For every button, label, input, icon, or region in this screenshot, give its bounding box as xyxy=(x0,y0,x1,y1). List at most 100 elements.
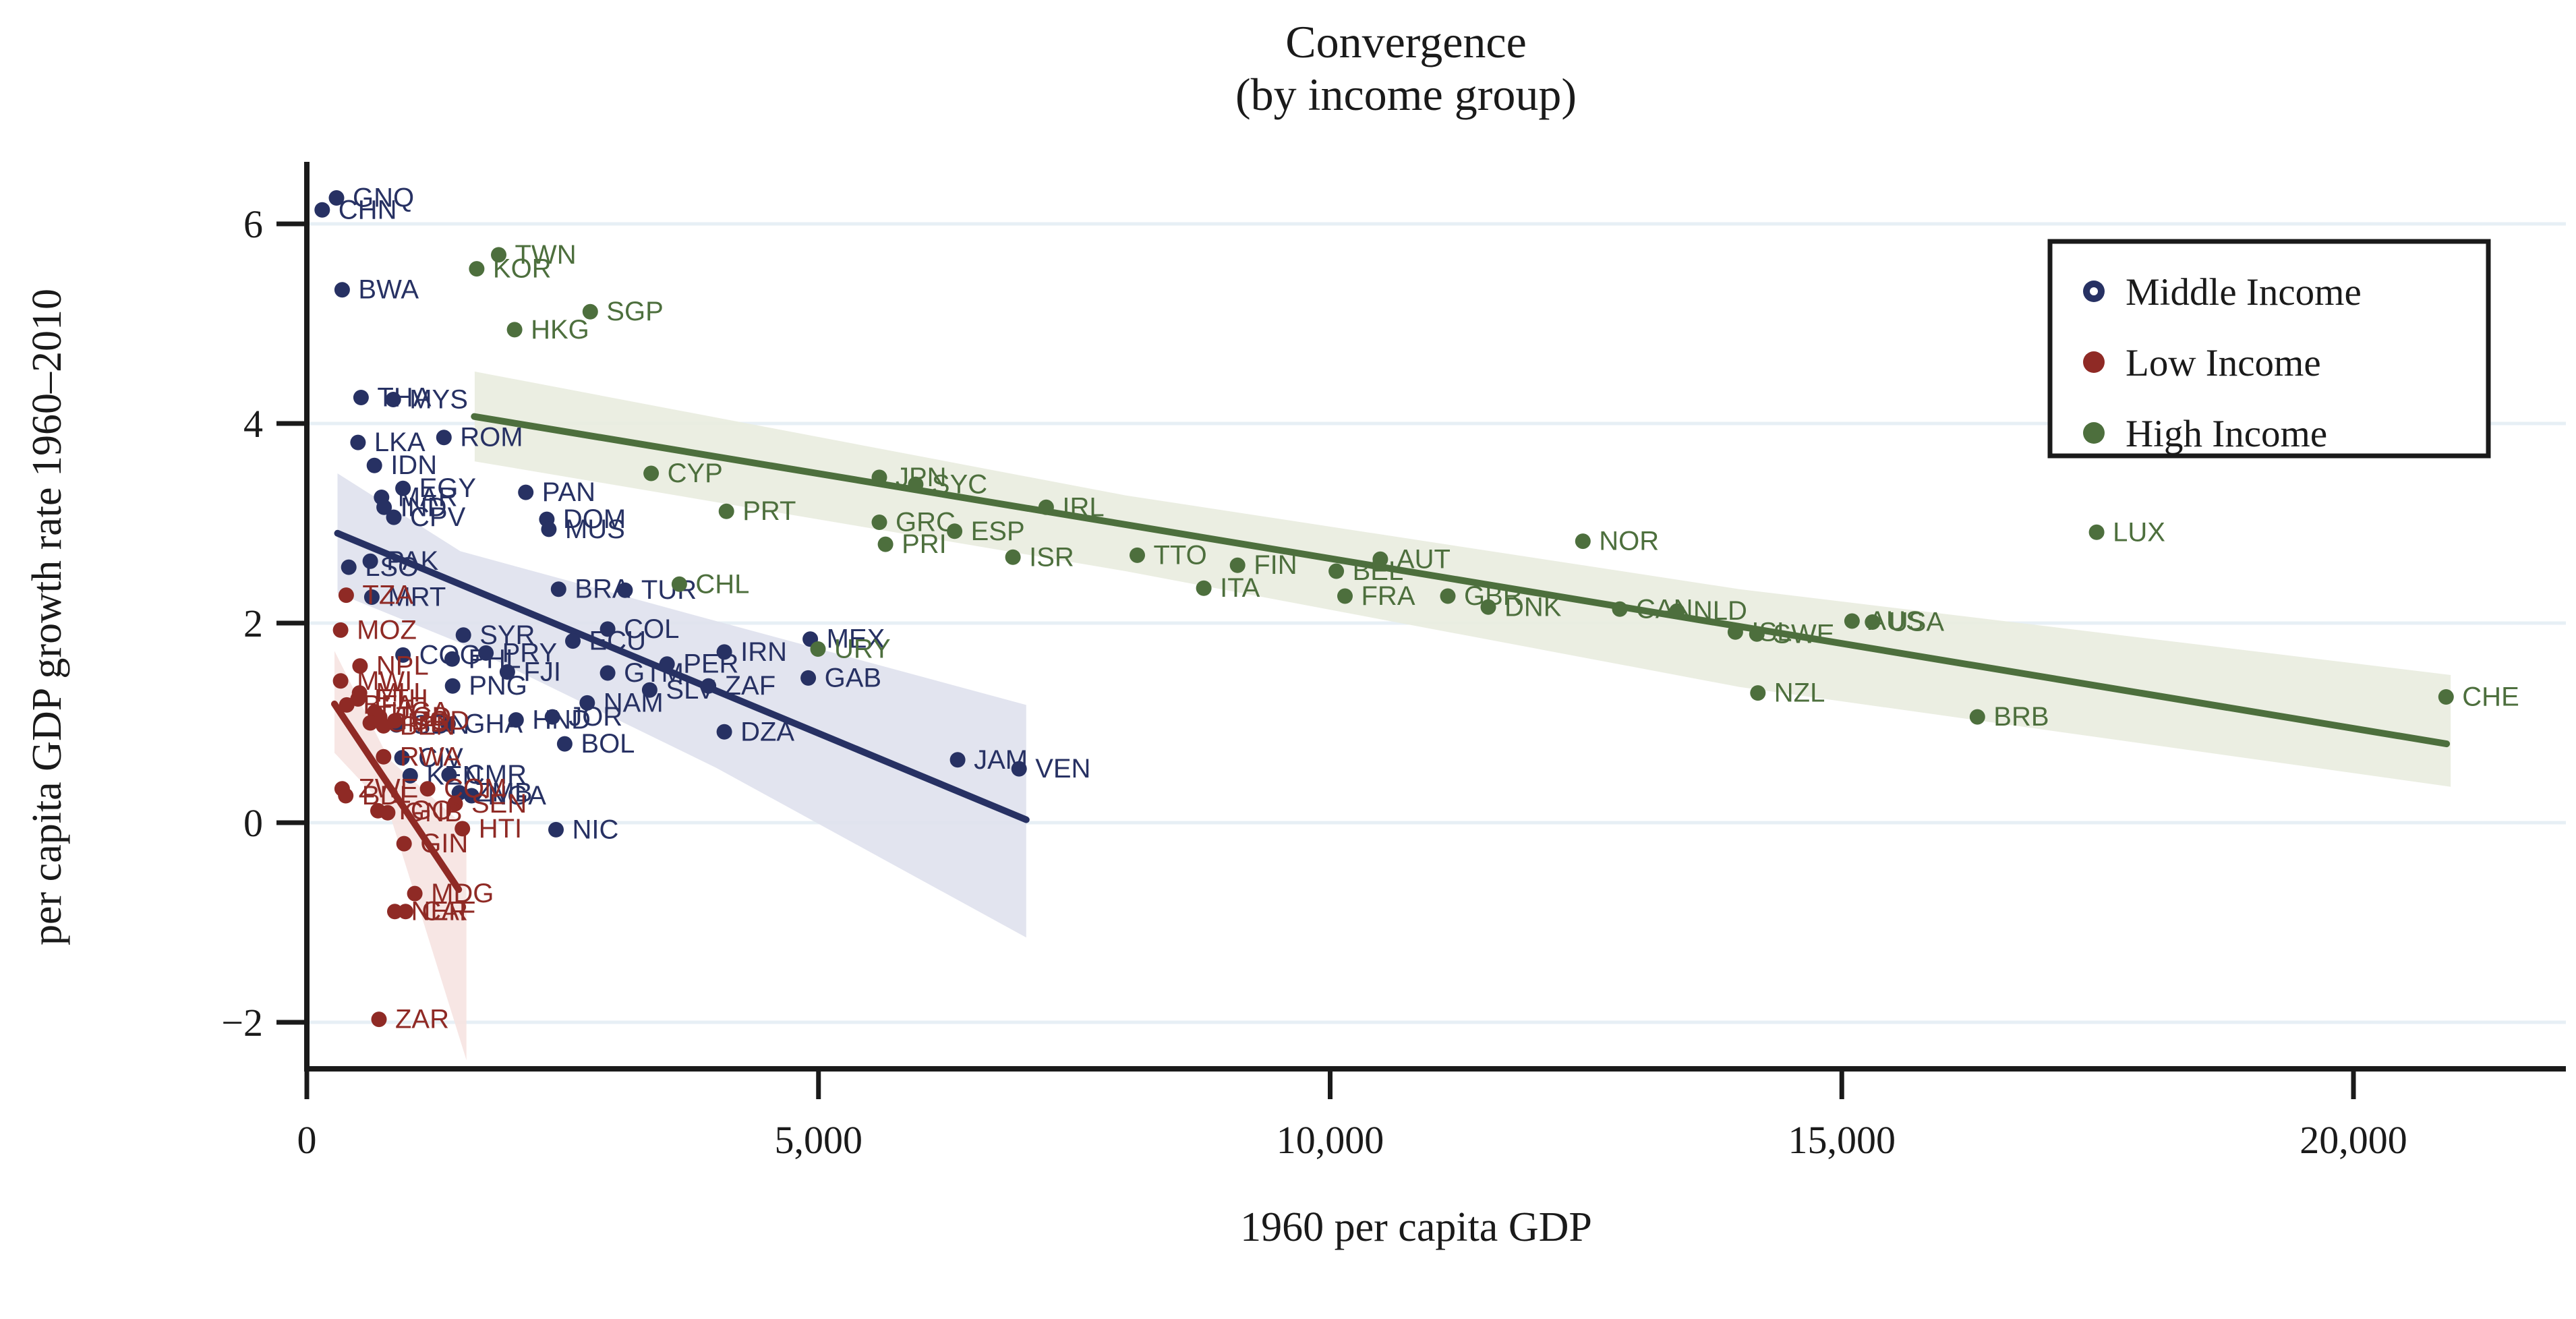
series-low-income: TZAMOZNPLMWIMLIETHBFAUGATCDGMBBENBGDRWAZ… xyxy=(332,581,527,1034)
data-label-USA: USA xyxy=(1889,608,1945,637)
data-label-ETH: ETH xyxy=(374,684,428,714)
data-label-PAN: PAN xyxy=(542,477,595,507)
data-label-NER: NER xyxy=(411,897,468,927)
data-label-SYR: SYR xyxy=(479,620,535,650)
data-point-CHL xyxy=(671,576,687,592)
data-label-ZWE: ZWE xyxy=(358,774,418,804)
data-label-FRA: FRA xyxy=(1362,581,1415,611)
data-point-GBR xyxy=(1440,588,1456,604)
data-point-CYP xyxy=(643,465,660,481)
data-point-CPV xyxy=(386,509,402,525)
data-point-PAN xyxy=(518,484,534,500)
data-label-DNK: DNK xyxy=(1504,592,1562,622)
data-points: CHNGNQBWATHAMYSROMLKAIDNEGYMARINDCPVPAKL… xyxy=(314,183,2519,1034)
legend-item-middle-income: Middle Income xyxy=(2083,271,2362,314)
data-point-COL xyxy=(599,621,616,637)
data-label-JOR: JOR xyxy=(568,702,622,732)
data-point-SEN xyxy=(447,796,463,812)
data-label-NOR: NOR xyxy=(1599,527,1659,556)
data-point-ROM xyxy=(436,430,452,446)
data-point-LSO xyxy=(341,559,357,575)
data-point-DZA xyxy=(716,724,732,740)
data-label-KOR: KOR xyxy=(493,254,552,284)
legend-marker-high-icon xyxy=(2083,422,2105,444)
legend-item-low-income: Low Income xyxy=(2083,342,2321,384)
data-label-SYC: SYC xyxy=(932,469,987,499)
data-point-ZAF xyxy=(701,678,717,694)
data-point-ISR xyxy=(1005,549,1021,565)
legend-marker-middle-core xyxy=(2090,287,2098,295)
data-label-HND: HND xyxy=(532,705,591,735)
data-label-ECU: ECU xyxy=(589,626,646,656)
data-label-IDN: IDN xyxy=(390,450,437,480)
data-label-LKA: LKA xyxy=(374,428,426,457)
data-label-MRT: MRT xyxy=(388,583,446,612)
data-label-HKG: HKG xyxy=(531,315,589,345)
data-point-GNB xyxy=(380,804,396,821)
data-label-ESP: ESP xyxy=(971,517,1025,546)
data-point-TUR xyxy=(617,582,633,598)
legend-item-high-income: High Income xyxy=(2083,413,2327,455)
data-point-IDN xyxy=(366,457,382,473)
data-point-TTO xyxy=(1130,547,1145,563)
data-point-COG xyxy=(395,647,411,663)
data-label-AUT: AUT xyxy=(1397,544,1451,574)
data-label-IRL: IRL xyxy=(1062,492,1104,522)
data-label-COL: COL xyxy=(624,614,679,644)
data-point-NIC xyxy=(548,821,564,838)
data-label-PRY: PRY xyxy=(502,638,558,668)
data-point-MOZ xyxy=(332,622,349,638)
data-label-NIC: NIC xyxy=(573,815,619,844)
data-label-CHN: CHN xyxy=(339,195,397,225)
data-label-TTO: TTO xyxy=(1154,540,1207,570)
data-label-RWA: RWA xyxy=(400,742,461,771)
data-label-GNQ: GNQ xyxy=(353,183,414,213)
data-point-PRI xyxy=(877,536,894,552)
data-point-IRL xyxy=(1038,499,1054,515)
data-point-SGP xyxy=(582,303,598,320)
data-label-MUS: MUS xyxy=(565,515,625,544)
data-label-SEN: SEN xyxy=(471,789,527,819)
data-point-HKG xyxy=(506,322,523,338)
data-point-NAM xyxy=(579,695,595,711)
data-point-LUX xyxy=(2088,524,2105,540)
data-point-AUT xyxy=(1372,551,1388,567)
x-tick-label-15,000: 15,000 xyxy=(1788,1118,1896,1162)
data-point-ZAR xyxy=(371,1012,387,1028)
data-point-PRT xyxy=(718,503,734,519)
data-point-BWA xyxy=(334,282,350,298)
data-label-MLI: MLI xyxy=(376,678,421,708)
data-label-DOM: DOM xyxy=(563,504,626,534)
data-label-ITA: ITA xyxy=(1220,573,1260,603)
data-point-SWE xyxy=(1749,626,1765,642)
data-point-SYR xyxy=(455,627,471,643)
data-label-ZAF: ZAF xyxy=(725,671,776,701)
axes: 0 5,000 10,000 15,000 20,000 6 4 2 0 −2 xyxy=(221,162,2566,1162)
data-label-LSO: LSO xyxy=(365,552,419,582)
data-label-TZA: TZA xyxy=(362,581,413,610)
data-point-KEN xyxy=(402,767,418,784)
y-tick-label-6: 6 xyxy=(243,202,263,246)
data-label-CPV: CPV xyxy=(410,502,466,532)
legend-label-middle: Middle Income xyxy=(2126,271,2362,314)
data-label-URY: URY xyxy=(834,635,891,664)
data-point-ITA xyxy=(1196,580,1212,596)
data-point-PHL xyxy=(444,651,460,667)
data-label-CHL: CHL xyxy=(695,569,749,599)
data-point-GHA xyxy=(440,716,456,732)
data-point-GMB xyxy=(362,715,378,731)
data-point-NGA xyxy=(463,788,479,804)
data-point-CHE xyxy=(2438,689,2454,705)
x-tick-label-20,000: 20,000 xyxy=(2300,1118,2407,1162)
data-point-PER xyxy=(659,656,675,672)
data-label-CMR: CMR xyxy=(465,760,527,790)
data-label-MYS: MYS xyxy=(409,385,468,415)
chart-title-line2: (by income group) xyxy=(1235,69,1577,120)
data-label-EGY: EGY xyxy=(419,473,476,503)
data-point-IND xyxy=(376,499,392,515)
data-point-BRA xyxy=(550,581,566,597)
data-label-BDI: BDI xyxy=(362,781,407,811)
data-label-TGO: TGO xyxy=(394,796,453,825)
data-point-NPL xyxy=(352,658,368,674)
